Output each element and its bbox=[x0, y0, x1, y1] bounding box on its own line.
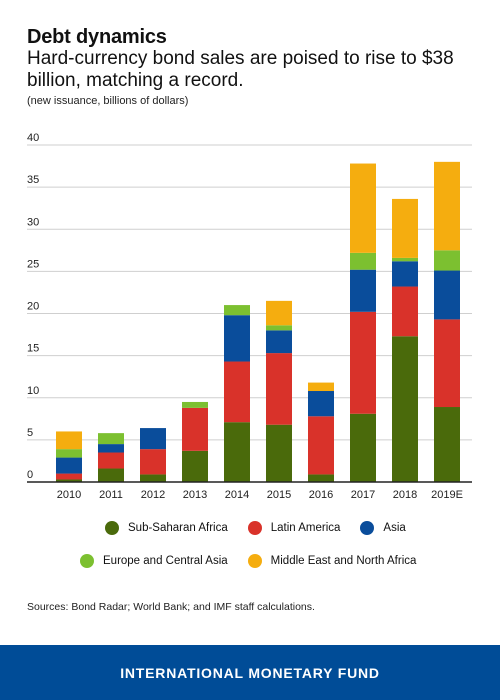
legend-item-mena: Middle East and North Africa bbox=[247, 554, 417, 568]
bar-segment-sub-saharan-africa bbox=[308, 474, 334, 482]
legend-swatch-asia bbox=[360, 521, 375, 535]
legend-item-latin-america: Latin America bbox=[247, 521, 341, 535]
bar-segment-europe-and-central-asia bbox=[182, 401, 208, 408]
x-tick-label: 2011 bbox=[99, 489, 123, 500]
bar-segment-latin-america bbox=[308, 416, 334, 475]
legend-item-asia: Asia bbox=[360, 521, 406, 535]
stacked-bar-chart: 0 5 10 15 20 25 30 35 40 2010 2011 2012 2013 2014 2015… bbox=[27, 132, 472, 500]
y-tick-label: 20 bbox=[27, 301, 39, 313]
bar-segment-middle-east-and-north-africa bbox=[434, 161, 460, 251]
footer-banner: INTERNATIONAL MONETARY FUND bbox=[0, 645, 500, 700]
bar-segment-sub-saharan-africa bbox=[224, 422, 250, 482]
chart-subtitle: Hard-currency bond sales are poised to r… bbox=[27, 48, 454, 91]
bar-segment-middle-east-and-north-africa bbox=[350, 163, 376, 253]
y-tick-label: 0 bbox=[27, 469, 33, 481]
footer-text: INTERNATIONAL MONETARY FUND bbox=[120, 664, 380, 681]
legend-swatch-latin-america bbox=[247, 521, 262, 535]
bar-segment-middle-east-and-north-africa bbox=[56, 431, 82, 450]
bar-segment-europe-and-central-asia bbox=[98, 433, 124, 445]
y-tick-label: 15 bbox=[27, 343, 39, 355]
x-tick-label: 2018 bbox=[393, 489, 417, 500]
bar-segment-middle-east-and-north-africa bbox=[392, 198, 418, 258]
y-tick-label: 10 bbox=[27, 385, 39, 397]
bar-segment-sub-saharan-africa bbox=[56, 479, 82, 482]
bar-segment-latin-america bbox=[56, 473, 82, 480]
y-tick-label: 35 bbox=[27, 174, 39, 186]
legend-label-sub-saharan-africa: Sub-Saharan Africa bbox=[128, 522, 228, 534]
x-tick-label: 2010 bbox=[57, 489, 81, 500]
bar-segment-latin-america bbox=[98, 452, 124, 469]
bar-segment-asia bbox=[266, 330, 292, 354]
bar-segment-asia bbox=[98, 444, 124, 453]
bar-segment-latin-america bbox=[434, 319, 460, 408]
legend-swatch-sub-saharan-africa bbox=[105, 521, 119, 535]
bar-segment-asia bbox=[56, 457, 82, 474]
bar-segment-latin-america bbox=[182, 407, 208, 451]
bar-segment-sub-saharan-africa bbox=[434, 407, 460, 482]
y-tick-label: 40 bbox=[27, 132, 39, 144]
bar-segment-sub-saharan-africa bbox=[350, 413, 376, 482]
legend-item-europe-central-asia: Europe and Central Asia bbox=[80, 554, 228, 568]
chart-title: Debt dynamics bbox=[27, 26, 167, 48]
bar-segment-asia bbox=[350, 269, 376, 312]
bar-segment-europe-and-central-asia bbox=[434, 250, 460, 271]
bar-segment-sub-saharan-africa bbox=[266, 424, 292, 482]
x-tick-label: 2012 bbox=[141, 489, 165, 500]
bar-segment-europe-and-central-asia bbox=[350, 252, 376, 270]
bar-segment-asia bbox=[392, 261, 418, 287]
x-tick-label: 2014 bbox=[225, 489, 249, 500]
legend-label-mena: Middle East and North Africa bbox=[270, 555, 417, 567]
legend-label-latin-america: Latin America bbox=[270, 522, 341, 534]
y-tick-label: 30 bbox=[27, 216, 39, 228]
legend-item-sub-saharan-africa: Sub-Saharan Africa bbox=[105, 521, 228, 535]
x-tick-label: 2017 bbox=[351, 489, 375, 500]
legend-label-europe-central-asia: Europe and Central Asia bbox=[103, 555, 228, 567]
y-tick-label: 25 bbox=[27, 258, 39, 270]
y-tick-label: 5 bbox=[27, 427, 33, 439]
bar-segment-europe-and-central-asia bbox=[224, 305, 250, 316]
bar-segment-europe-and-central-asia bbox=[392, 257, 418, 262]
bar-segment-latin-america bbox=[266, 353, 292, 425]
x-tick-label: 2013 bbox=[183, 489, 207, 500]
legend-label-asia: Asia bbox=[383, 522, 406, 534]
source-note: Sources: Bond Radar; World Bank; and IMF… bbox=[27, 601, 315, 613]
bar-segment-latin-america bbox=[350, 311, 376, 414]
bar-segment-europe-and-central-asia bbox=[56, 449, 82, 458]
legend-row-1: Sub-Saharan Africa Latin America Asia bbox=[105, 521, 426, 535]
bar-segment-asia bbox=[434, 270, 460, 320]
bar-segment-europe-and-central-asia bbox=[266, 325, 292, 331]
legend-swatch-europe-central-asia bbox=[80, 554, 94, 568]
legend-swatch-mena bbox=[247, 554, 262, 568]
x-tick-label: 2015 bbox=[267, 489, 291, 500]
bar-segment-asia bbox=[224, 315, 250, 362]
bar-segment-latin-america bbox=[392, 286, 418, 337]
legend-row-2: Europe and Central Asia Middle East and … bbox=[80, 554, 436, 568]
x-tick-label: 2016 bbox=[309, 489, 333, 500]
bar-segment-middle-east-and-north-africa bbox=[266, 300, 292, 326]
bar-segment-asia bbox=[140, 428, 166, 450]
units-label: (new issuance, billions of dollars) bbox=[27, 95, 189, 107]
bar-segment-middle-east-and-north-africa bbox=[308, 382, 334, 392]
bar-segment-latin-america bbox=[224, 361, 250, 423]
bar-segment-sub-saharan-africa bbox=[182, 450, 208, 482]
bar-segment-sub-saharan-africa bbox=[392, 336, 418, 482]
x-tick-label: 2019E bbox=[431, 489, 463, 500]
bar-segment-asia bbox=[308, 391, 334, 417]
bar-segment-sub-saharan-africa bbox=[140, 474, 166, 482]
bar-segment-latin-america bbox=[140, 449, 166, 475]
bar-segment-sub-saharan-africa bbox=[98, 468, 124, 482]
